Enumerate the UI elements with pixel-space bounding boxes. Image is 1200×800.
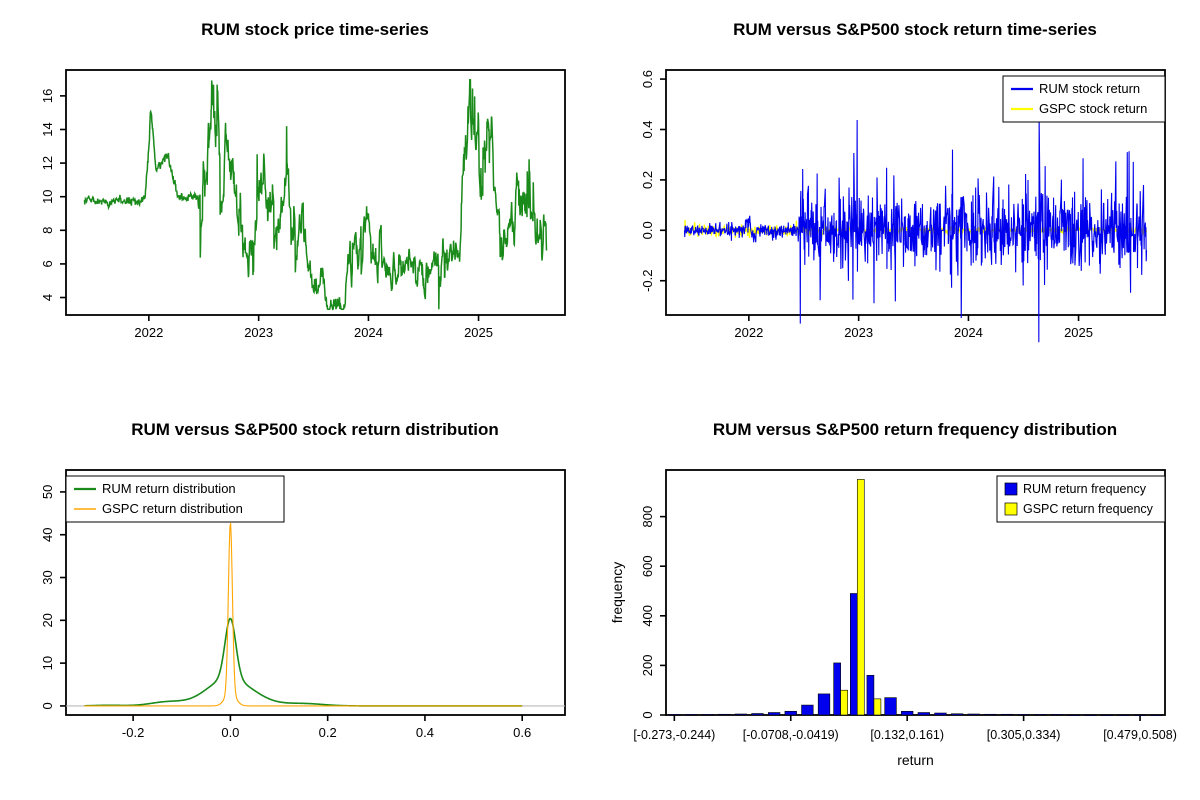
svg-text:2024: 2024 xyxy=(954,325,983,340)
svg-text:[0.305,0.334): [0.305,0.334) xyxy=(987,728,1061,742)
svg-text:-0.2: -0.2 xyxy=(122,725,144,740)
svg-text:8: 8 xyxy=(40,227,55,234)
svg-text:[0.132,0.161): [0.132,0.161) xyxy=(870,728,944,742)
svg-text:10: 10 xyxy=(40,189,55,203)
svg-text:2022: 2022 xyxy=(734,325,763,340)
svg-text:[0.479,0.508): [0.479,0.508) xyxy=(1103,728,1177,742)
svg-text:6: 6 xyxy=(40,260,55,267)
svg-text:600: 600 xyxy=(640,555,655,577)
svg-text:2023: 2023 xyxy=(844,325,873,340)
svg-text:10: 10 xyxy=(40,656,55,670)
svg-text:14: 14 xyxy=(40,122,55,136)
svg-text:0.4: 0.4 xyxy=(640,120,655,138)
svg-text:0.2: 0.2 xyxy=(640,171,655,189)
svg-text:200: 200 xyxy=(640,655,655,677)
svg-text:0.0: 0.0 xyxy=(640,221,655,239)
svg-text:2022: 2022 xyxy=(134,325,163,340)
svg-text:0: 0 xyxy=(640,711,655,718)
svg-text:0: 0 xyxy=(40,702,55,709)
svg-text:RUM versus S&P500 stock return: RUM versus S&P500 stock return distribut… xyxy=(131,420,498,439)
svg-text:RUM return distribution: RUM return distribution xyxy=(102,481,236,496)
svg-text:GSPC return distribution: GSPC return distribution xyxy=(102,501,243,516)
svg-text:40: 40 xyxy=(40,527,55,541)
svg-text:-0.2: -0.2 xyxy=(640,270,655,292)
svg-text:4: 4 xyxy=(40,294,55,301)
svg-text:[-0.0708,-0.0419): [-0.0708,-0.0419) xyxy=(743,728,839,742)
svg-text:return: return xyxy=(897,752,934,768)
svg-text:2025: 2025 xyxy=(464,325,493,340)
svg-text:30: 30 xyxy=(40,570,55,584)
svg-text:GSPC return frequency: GSPC return frequency xyxy=(1023,502,1154,516)
svg-text:50: 50 xyxy=(40,485,55,499)
svg-text:20: 20 xyxy=(40,613,55,627)
svg-text:12: 12 xyxy=(40,156,55,170)
svg-text:0.0: 0.0 xyxy=(221,725,239,740)
svg-text:[-0.273,-0.244): [-0.273,-0.244) xyxy=(633,728,715,742)
svg-text:2024: 2024 xyxy=(354,325,383,340)
svg-text:2025: 2025 xyxy=(1064,325,1093,340)
svg-text:RUM versus S&P500 return frequ: RUM versus S&P500 return frequency distr… xyxy=(713,420,1117,439)
svg-text:0.4: 0.4 xyxy=(416,725,434,740)
svg-text:0.2: 0.2 xyxy=(319,725,337,740)
svg-text:0.6: 0.6 xyxy=(640,70,655,88)
svg-text:0.6: 0.6 xyxy=(513,725,531,740)
svg-text:frequency: frequency xyxy=(609,562,625,623)
svg-text:RUM return frequency: RUM return frequency xyxy=(1023,482,1147,496)
svg-text:RUM stock price time-series: RUM stock price time-series xyxy=(201,20,429,39)
svg-text:RUM stock return: RUM stock return xyxy=(1039,81,1140,96)
svg-text:400: 400 xyxy=(640,605,655,627)
svg-text:2023: 2023 xyxy=(244,325,273,340)
svg-text:16: 16 xyxy=(40,89,55,103)
svg-text:GSPC stock return: GSPC stock return xyxy=(1039,101,1147,116)
svg-text:800: 800 xyxy=(640,506,655,528)
svg-text:RUM versus S&P500 stock return: RUM versus S&P500 stock return time-seri… xyxy=(733,20,1097,39)
